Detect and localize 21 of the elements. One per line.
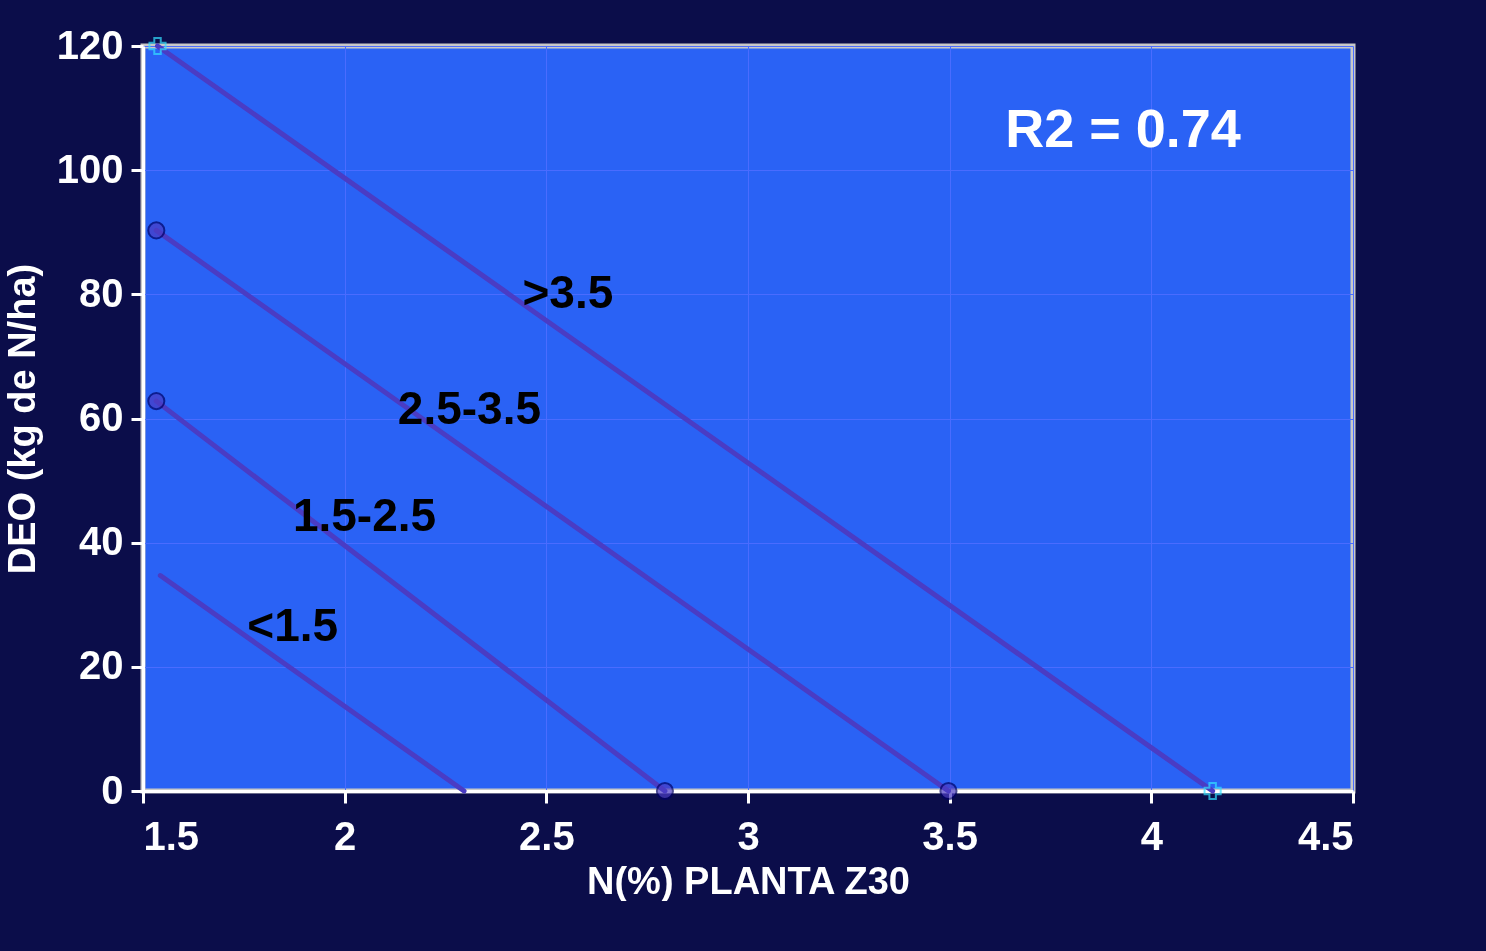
y-tick-label: 20 xyxy=(79,643,124,688)
x-tick-label: 4 xyxy=(1140,813,1164,858)
x-tick-label: 1.5 xyxy=(143,813,200,858)
x-tick-label: 3.5 xyxy=(922,813,978,858)
y-axis-title: DEO (kg de N/ha) xyxy=(0,263,43,575)
x-tick-label: 2.5 xyxy=(519,813,575,858)
y-tick-label: 80 xyxy=(79,270,124,315)
series-label: <1.5 xyxy=(247,599,339,652)
series-label: 2.5-3.5 xyxy=(397,381,542,434)
x-axis-title: N(%) PLANTA Z30 xyxy=(587,859,910,902)
y-tick-label: 60 xyxy=(79,395,124,439)
y-tick-label: 40 xyxy=(79,519,124,564)
x-tick-label: 3 xyxy=(737,813,760,858)
x-tick-label: 2 xyxy=(334,813,357,858)
y-tick-label: 120 xyxy=(56,22,124,67)
series-label: >3.5 xyxy=(522,265,614,318)
annotation: R2 = 0.74 xyxy=(1005,98,1241,158)
x-tick-label: 4.5 xyxy=(1297,813,1354,858)
y-tick-label: 100 xyxy=(56,146,124,191)
y-tick-label: 0 xyxy=(101,767,124,812)
series-label: 1.5-2.5 xyxy=(292,489,437,542)
